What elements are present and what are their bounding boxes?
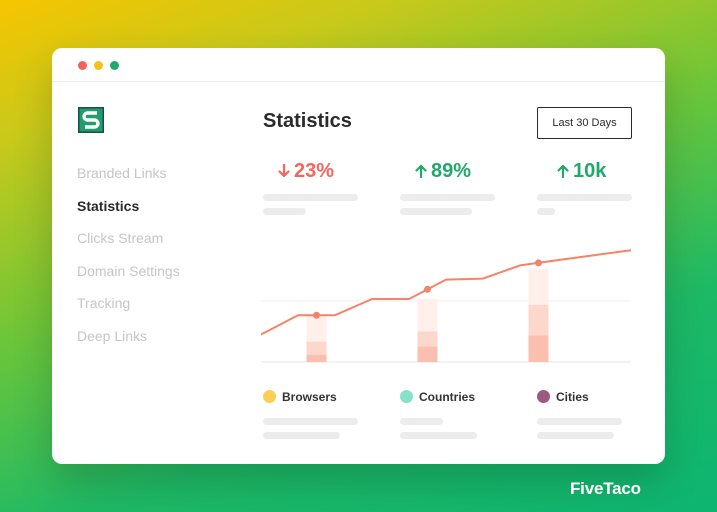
page-title: Statistics	[263, 110, 352, 132]
sidebar-nav: Branded Links Statistics Clicks Stream D…	[77, 164, 180, 360]
sidebar-item-domain-settings[interactable]: Domain Settings	[77, 262, 180, 279]
placeholder-line	[400, 208, 472, 215]
placeholder-line	[537, 194, 632, 201]
legend-cities: Cities	[537, 390, 589, 404]
placeholder-line	[263, 194, 358, 201]
stat-browsers: 23%	[278, 160, 334, 183]
placeholder-line	[263, 208, 306, 215]
sidebar-item-clicks-stream[interactable]: Clicks Stream	[77, 230, 164, 247]
arrow-down-icon	[278, 160, 294, 183]
placeholder-line	[400, 194, 495, 201]
close-window-button[interactable]	[78, 61, 87, 70]
stat-value: 10k	[573, 160, 607, 182]
placeholder-line	[263, 418, 358, 425]
legend-dot	[400, 390, 413, 403]
placeholder-line	[537, 418, 622, 425]
legend-label: Countries	[419, 390, 476, 404]
placeholder-line	[537, 208, 555, 215]
app-logo-icon	[78, 107, 104, 133]
app-window: Branded Links Statistics Clicks Stream D…	[52, 48, 665, 464]
placeholder-line	[400, 432, 477, 439]
sidebar-item-statistics[interactable]: Statistics	[77, 197, 140, 214]
chart-series-line	[261, 249, 631, 336]
placeholder-line	[537, 432, 614, 439]
legend-dot	[263, 390, 276, 403]
sidebar-item-branded-links[interactable]: Branded Links	[77, 165, 167, 181]
arrow-up-icon	[557, 160, 573, 183]
chart-data-point	[313, 311, 320, 319]
stat-countries: 89%	[415, 160, 471, 183]
legend-label: Cities	[556, 390, 589, 404]
statistics-chart	[261, 249, 631, 363]
date-range-button[interactable]: Last 30 Days	[537, 107, 632, 139]
chart-bar-segment	[528, 335, 549, 362]
chart-data-point	[424, 285, 431, 293]
legend-browsers: Browsers	[263, 390, 337, 404]
sidebar-item-tracking[interactable]: Tracking	[77, 295, 131, 312]
legend-dot	[537, 390, 550, 403]
sidebar-item-deep-links[interactable]: Deep Links	[77, 327, 148, 344]
stat-value: 23%	[294, 160, 335, 182]
placeholder-line	[263, 432, 340, 439]
chart-bar-segment	[417, 346, 438, 362]
window-titlebar	[52, 48, 665, 82]
chart-bar-segment	[306, 354, 327, 362]
legend-countries: Countries	[400, 390, 475, 404]
chart-data-point	[535, 259, 542, 267]
stat-value: 89%	[431, 160, 472, 182]
brand-watermark: FiveTaco	[570, 479, 641, 498]
legend-label: Browsers	[282, 390, 337, 404]
maximize-window-button[interactable]	[110, 61, 119, 70]
placeholder-line	[400, 418, 443, 425]
arrow-up-icon	[415, 160, 431, 183]
stat-cities: 10k	[557, 160, 606, 183]
minimize-window-button[interactable]	[94, 61, 103, 70]
